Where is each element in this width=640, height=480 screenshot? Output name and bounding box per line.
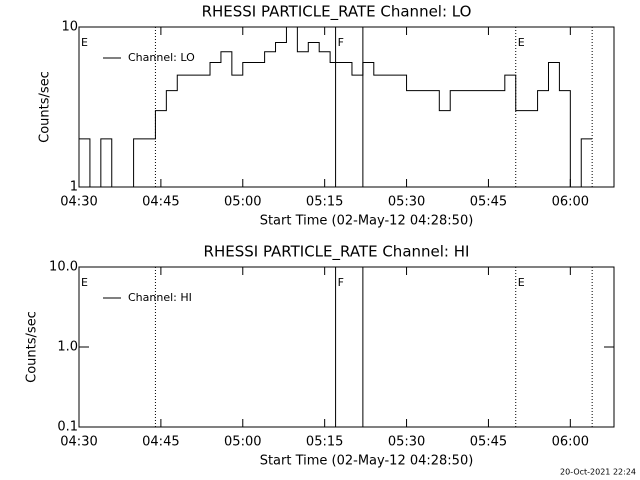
x-axis-label: Start Time (02-May-12 04:28:50) [260,214,474,229]
flag-label: F [338,276,344,289]
x-tick-label: 04:45 [142,435,179,450]
x-tick-label: 04:30 [60,195,97,210]
x-tick-label: 05:15 [306,435,343,450]
y-tick-label: 0.1 [57,420,78,435]
y-axis-label: Counts/sec [25,311,40,383]
y-axis-label: Counts/sec [38,71,53,143]
data-line [79,26,593,188]
footer: 20-Oct-2021 22:24 [560,468,636,477]
x-tick-label: 06:00 [552,195,589,210]
chart-title: RHESSI PARTICLE_RATE Channel: LO [202,3,472,22]
flag-label: E [518,276,525,289]
legend-label: Channel: LO [128,51,195,64]
x-tick-label: 05:00 [224,435,261,450]
y-tick-label: 1.0 [57,340,78,355]
x-tick-label: 05:00 [224,195,261,210]
y-tick-label: 10 [61,20,78,35]
y-tick-label: 10.0 [49,260,78,275]
x-tick-label: 05:30 [388,435,425,450]
legend-label: Channel: HI [128,291,192,304]
y-tick-label: 1 [70,180,78,195]
x-tick-label: 05:45 [470,195,507,210]
x-tick-label: 05:30 [388,195,425,210]
x-tick-label: 05:15 [306,195,343,210]
chart-title: RHESSI PARTICLE_RATE Channel: HI [204,243,470,262]
x-axis-label: Start Time (02-May-12 04:28:50) [260,454,474,469]
x-tick-label: 04:45 [142,195,179,210]
flag-label: F [338,36,344,49]
x-tick-label: 04:30 [60,435,97,450]
flag-label: E [81,276,88,289]
x-tick-label: 05:45 [470,435,507,450]
plot-frame [78,26,615,188]
flag-label: E [518,36,525,49]
flag-label: E [81,36,88,49]
x-tick-label: 06:00 [552,435,589,450]
